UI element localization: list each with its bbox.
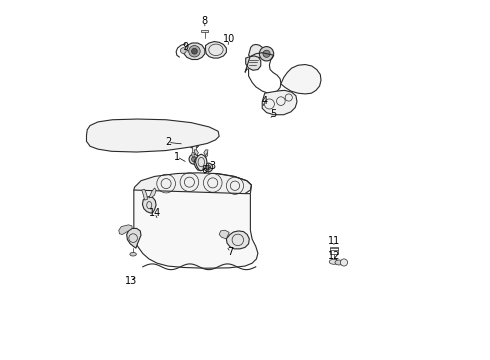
Polygon shape xyxy=(204,150,208,156)
Polygon shape xyxy=(192,153,194,158)
Circle shape xyxy=(206,165,211,170)
Text: 14: 14 xyxy=(148,208,161,218)
Text: 12: 12 xyxy=(328,251,340,261)
Circle shape xyxy=(192,48,197,54)
Polygon shape xyxy=(245,56,261,70)
Text: 8: 8 xyxy=(202,17,208,27)
Text: 11: 11 xyxy=(328,236,340,246)
Polygon shape xyxy=(192,144,196,159)
Circle shape xyxy=(186,141,189,144)
Polygon shape xyxy=(248,44,264,59)
Text: 6: 6 xyxy=(202,165,208,175)
Polygon shape xyxy=(196,154,207,171)
Polygon shape xyxy=(205,153,208,158)
Ellipse shape xyxy=(335,260,343,265)
Circle shape xyxy=(192,141,196,146)
Text: 4: 4 xyxy=(262,96,268,106)
Text: 3: 3 xyxy=(210,161,216,171)
Polygon shape xyxy=(262,90,297,115)
Circle shape xyxy=(204,163,213,172)
Text: 5: 5 xyxy=(270,109,277,119)
Polygon shape xyxy=(134,190,258,268)
Polygon shape xyxy=(184,43,205,59)
Polygon shape xyxy=(143,197,156,213)
Polygon shape xyxy=(219,230,229,239)
Polygon shape xyxy=(226,231,249,249)
Text: 9: 9 xyxy=(183,42,189,52)
Polygon shape xyxy=(205,41,226,58)
Text: 13: 13 xyxy=(125,276,137,286)
Polygon shape xyxy=(194,157,205,171)
Polygon shape xyxy=(142,189,147,200)
Circle shape xyxy=(189,138,199,148)
Text: 1: 1 xyxy=(174,152,180,162)
Circle shape xyxy=(184,139,191,145)
Text: 10: 10 xyxy=(223,35,235,44)
Circle shape xyxy=(192,157,196,162)
Polygon shape xyxy=(201,30,208,32)
Circle shape xyxy=(189,45,200,57)
Polygon shape xyxy=(119,225,132,234)
Ellipse shape xyxy=(130,252,136,256)
Polygon shape xyxy=(281,64,321,94)
Polygon shape xyxy=(126,228,141,248)
Circle shape xyxy=(180,48,186,53)
Text: 7: 7 xyxy=(227,247,234,257)
Circle shape xyxy=(263,50,270,57)
Polygon shape xyxy=(87,119,219,152)
Circle shape xyxy=(259,46,274,61)
Polygon shape xyxy=(149,188,156,198)
Text: 2: 2 xyxy=(165,138,171,147)
Circle shape xyxy=(341,259,347,266)
Polygon shape xyxy=(194,150,198,156)
Polygon shape xyxy=(134,173,251,199)
Ellipse shape xyxy=(329,259,339,264)
Circle shape xyxy=(189,154,199,164)
